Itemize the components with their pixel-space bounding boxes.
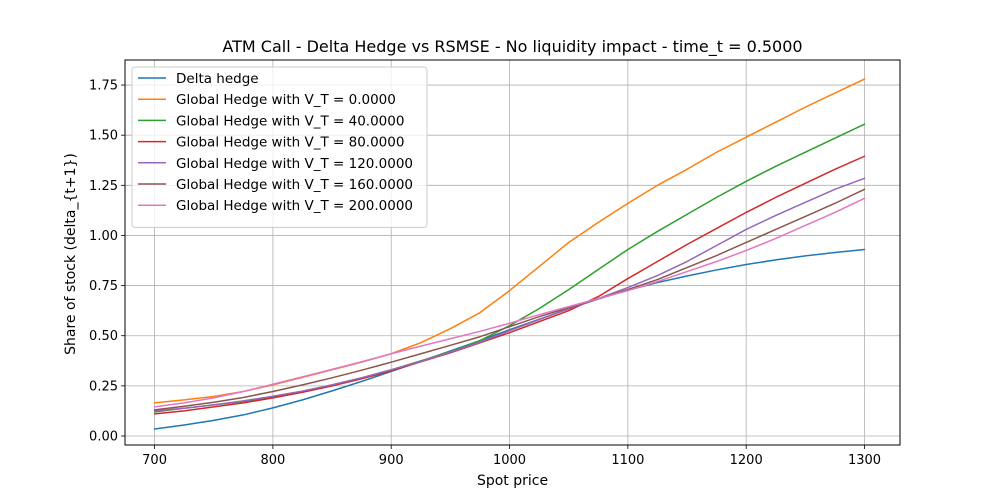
x-tick-label: 800 — [260, 453, 285, 468]
series-line-5 — [153, 188, 866, 411]
x-tick-label: 700 — [142, 453, 167, 468]
x-tick-label: 1100 — [611, 453, 644, 468]
x-tick-label: 1000 — [493, 453, 526, 468]
legend-label: Global Hedge with V_T = 160.0000 — [176, 177, 413, 193]
plot-frame — [124, 59, 901, 446]
series-line-6 — [153, 197, 866, 408]
y-tick-label: 0.25 — [89, 379, 118, 394]
legend-box — [131, 66, 428, 228]
x-tick-label: 1200 — [730, 453, 763, 468]
y-tick-label: 0.75 — [89, 279, 118, 294]
y-tick-label: 1.75 — [89, 79, 118, 94]
chart-title: ATM Call - Delta Hedge vs RSMSE - No liq… — [222, 37, 802, 57]
legend-label: Delta hedge — [176, 71, 259, 87]
legend-label: Global Hedge with V_T = 200.0000 — [176, 198, 413, 214]
series-line-4 — [153, 177, 866, 412]
x-axis-ticks: 700 800 900 1000 1100 1200 1300 — [142, 445, 881, 468]
y-tick-label: 0.00 — [89, 429, 118, 444]
series-line-0 — [153, 248, 866, 430]
y-axis-ticks: 0.00 0.25 0.50 0.75 1.00 1.25 1.50 1.75 — [89, 79, 125, 444]
legend-label: Global Hedge with V_T = 0.0000 — [176, 92, 396, 108]
x-tick-label: 900 — [379, 453, 404, 468]
plot-series — [153, 78, 866, 430]
legend-label: Global Hedge with V_T = 80.0000 — [176, 135, 404, 151]
legend: Delta hedge Global Hedge with V_T = 0.000… — [131, 66, 428, 228]
y-tick-label: 1.00 — [89, 229, 118, 244]
legend-label: Global Hedge with V_T = 40.0000 — [176, 113, 404, 129]
x-axis-label: Spot price — [477, 473, 548, 489]
y-tick-label: 0.50 — [89, 329, 118, 344]
y-axis-label: Share of stock (delta_{t+1}) — [63, 153, 79, 355]
series-line-3 — [153, 155, 866, 415]
x-tick-label: 1300 — [848, 453, 881, 468]
legend-label: Global Hedge with V_T = 120.0000 — [176, 156, 413, 172]
y-tick-label: 1.50 — [89, 129, 118, 144]
y-tick-label: 1.25 — [89, 179, 118, 194]
